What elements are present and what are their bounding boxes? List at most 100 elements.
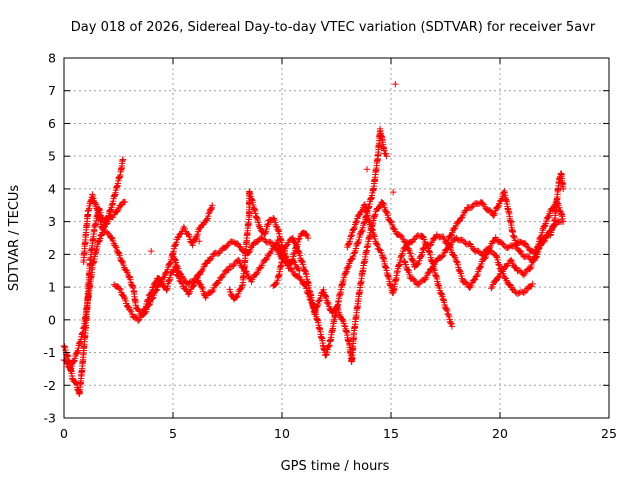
data-point-marker [273,245,280,252]
data-point-marker [360,202,368,209]
data-point-marker [556,206,563,214]
y-axis-label: SDTVAR / TECUs [7,185,22,292]
data-point-marker [406,249,414,257]
data-point-marker [397,232,405,239]
data-point-marker [468,204,475,211]
data-point-marker [224,267,231,274]
data-point-marker [315,297,323,305]
x-tick-label: 25 [601,426,617,441]
data-point-marker [116,285,123,292]
data-point-marker [557,208,564,215]
y-tick-label: -2 [44,378,56,393]
data-point-marker [270,215,278,222]
data-point-marker [455,218,463,225]
data-point-marker [67,366,74,374]
x-tick-label: 5 [169,426,177,441]
y-tick-label: 3 [48,214,56,229]
x-axis-label: GPS time / hours [281,459,390,474]
data-point-marker [527,265,534,272]
data-point-marker [458,275,466,282]
data-point-marker [405,245,412,253]
data-point-marker [444,246,451,253]
data-points [60,80,567,398]
data-point-marker [560,218,567,225]
data-point-marker [192,235,199,242]
data-point-marker [205,210,213,217]
data-point-marker [535,240,542,248]
data-point-marker [509,286,517,293]
data-point-marker [153,287,160,294]
data-point-marker [427,242,434,249]
data-point-marker [225,266,232,273]
data-point-marker [516,267,524,275]
data-point-marker [453,258,461,265]
data-point-marker [149,295,156,302]
data-point-marker [121,294,128,302]
y-tick-label: 1 [48,280,56,295]
data-point-marker [339,316,346,323]
data-point-marker [524,243,531,250]
data-point-marker [451,252,458,260]
data-point-marker [142,309,149,317]
data-point-marker [516,247,524,255]
data-point-marker [387,218,394,225]
data-point-marker [363,166,371,173]
y-tick-label: -3 [44,411,56,426]
data-point-marker [153,286,161,293]
data-point-marker [174,234,181,241]
data-point-marker [147,298,154,306]
data-point-marker [209,202,216,209]
data-point-marker [167,260,174,267]
data-point-marker [185,230,192,238]
data-point-marker [119,258,126,265]
data-point-marker [334,305,341,312]
data-point-marker [447,232,455,239]
data-point-marker [383,152,390,160]
data-point-marker [521,240,529,247]
data-point-marker [209,288,216,295]
data-point-marker [431,234,439,242]
data-point-marker [492,277,500,284]
x-tick-label: 15 [383,426,399,441]
data-point-marker [263,256,270,263]
data-point-marker [380,200,387,207]
data-point-marker [446,242,454,249]
data-point-marker [494,203,502,211]
data-point-marker [108,234,115,241]
data-point-marker [463,279,470,286]
data-point-marker [283,242,290,249]
data-point-marker [350,252,357,260]
data-point-marker [134,317,142,325]
y-tick-label: 8 [48,51,56,66]
data-point-marker [512,264,520,271]
chart-title: Day 018 of 2026, Sidereal Day-to-day VTE… [71,20,596,35]
data-point-marker [355,236,363,244]
data-point-marker [273,223,280,230]
data-point-marker [429,265,436,272]
data-point-marker [238,282,246,289]
data-point-marker [525,253,532,260]
data-point-marker [206,256,214,264]
data-point-marker [70,358,78,365]
data-point-marker [560,185,567,193]
data-point-marker [303,231,310,238]
data-point-marker [193,233,200,241]
data-point-marker [119,156,127,163]
y-tick-label: -1 [44,345,56,360]
data-point-marker [539,226,546,234]
data-point-marker [233,293,240,301]
data-point-marker [375,204,383,212]
data-point-marker [344,264,352,271]
data-point-marker [356,231,364,239]
y-tick-label: 4 [48,181,56,196]
data-point-marker [351,249,359,256]
data-point-marker [171,242,179,249]
data-point-marker [472,276,479,283]
y-tick-label: 0 [48,312,56,327]
data-point-marker [419,233,427,240]
y-tick-label: 7 [48,83,56,98]
data-point-marker [114,208,121,215]
data-point-marker [448,323,456,330]
